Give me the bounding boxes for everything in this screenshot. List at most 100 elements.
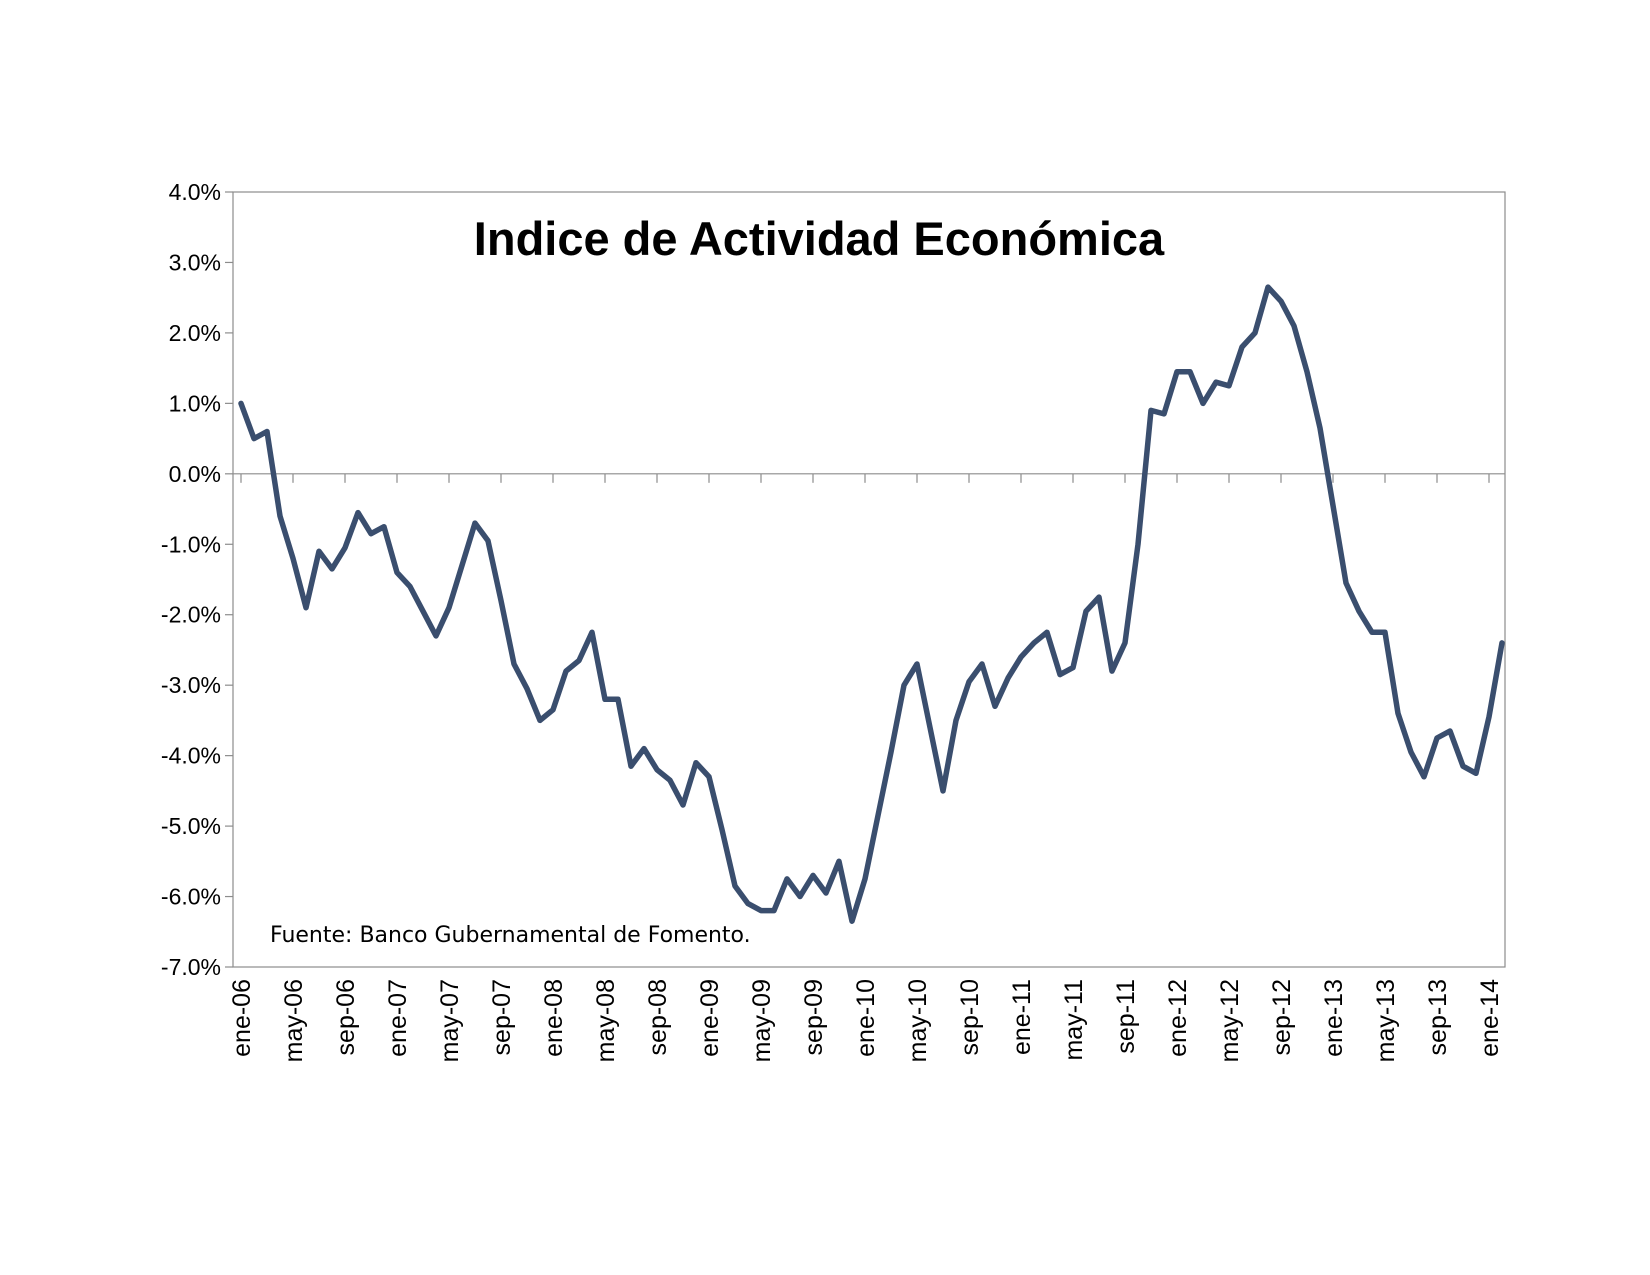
x-tick-label: may-08 [592, 979, 620, 1062]
data-point [1083, 609, 1089, 614]
data-point [979, 661, 985, 667]
data-point [485, 538, 491, 543]
data-point [1135, 542, 1141, 547]
data-point [654, 767, 660, 772]
source-note: Fuente: Banco Gubernamental de Fomento. [270, 923, 751, 948]
data-point [589, 630, 595, 635]
data-point [1473, 771, 1479, 776]
data-point [914, 661, 920, 667]
x-tick-label: may-13 [1372, 979, 1400, 1062]
data-point [1005, 675, 1011, 681]
data-point [1226, 383, 1232, 388]
x-tick-label: may-07 [436, 979, 464, 1062]
data-point [459, 563, 465, 568]
data-point [966, 679, 972, 684]
data-point [238, 401, 244, 406]
data-point [628, 764, 634, 769]
data-point [784, 876, 790, 882]
x-tick-label: sep-09 [800, 979, 828, 1055]
data-point [472, 520, 478, 526]
y-tick-label: 2.0% [169, 320, 221, 346]
data-point [758, 908, 764, 913]
data-point [888, 749, 894, 755]
data-point [511, 661, 517, 667]
data-point [368, 531, 374, 536]
data-point [394, 570, 400, 575]
data-point [1408, 749, 1414, 755]
data-point [446, 605, 452, 610]
x-tick-label: sep-13 [1424, 979, 1452, 1055]
x-tick-label: ene-08 [540, 979, 568, 1057]
x-tick-label: ene-09 [696, 979, 724, 1057]
data-point [667, 778, 673, 783]
y-axis: 4.0% 3.0% 2.0% 1.0% 0.0% -1.0% -2.0% -3.0% -4.0%… [161, 179, 233, 980]
x-tick-label: sep-07 [488, 979, 516, 1055]
y-tick-label: -1.0% [161, 531, 221, 557]
data-point [1369, 630, 1375, 635]
data-point [303, 605, 309, 610]
data-point [524, 686, 530, 691]
y-tick-label: -4.0% [161, 743, 221, 769]
data-point [849, 919, 855, 924]
data-point [1018, 654, 1024, 660]
data-point [1239, 344, 1245, 350]
data-point [1213, 380, 1219, 385]
data-point [1070, 665, 1076, 670]
data-point [1460, 764, 1466, 769]
data-point [251, 436, 257, 441]
y-tick-label: -3.0% [161, 672, 221, 698]
data-point [992, 704, 998, 709]
x-tick-label: sep-08 [644, 979, 672, 1055]
data-point [342, 545, 348, 550]
x-tick-label: sep-06 [332, 979, 360, 1055]
y-tick-label: 4.0% [169, 179, 221, 205]
data-point [329, 566, 335, 572]
data-point [290, 556, 296, 561]
data-point [1278, 299, 1284, 304]
data-point [1122, 640, 1128, 646]
data-point [1096, 594, 1102, 600]
data-point [1200, 401, 1206, 406]
data-point [810, 873, 816, 878]
data-point [537, 718, 543, 723]
data-point [797, 894, 803, 899]
data-point [823, 890, 829, 896]
x-tick-label: may-12 [1216, 979, 1244, 1062]
data-point [563, 668, 569, 674]
data-point [953, 718, 959, 723]
data-point [277, 513, 283, 519]
data-point [1447, 728, 1453, 734]
data-point [1057, 672, 1063, 677]
data-point [1161, 411, 1167, 417]
data-point [550, 707, 556, 713]
data-point [1265, 284, 1271, 290]
x-tick-label: may-09 [748, 979, 776, 1062]
y-tick-label: -2.0% [161, 602, 221, 628]
x-tick-label: ene-11 [1008, 979, 1036, 1055]
x-tick-label: may-10 [904, 979, 932, 1062]
y-tick-label: 1.0% [169, 390, 221, 416]
data-point [602, 697, 608, 702]
x-tick-label: may-11 [1060, 979, 1088, 1061]
x-tick-label: may-06 [280, 979, 308, 1062]
data-point [771, 908, 777, 913]
data-point [1109, 668, 1115, 674]
x-tick-label: sep-12 [1268, 979, 1296, 1055]
chart-title: Indice de Actividad Económica [474, 212, 1165, 265]
data-point [732, 883, 738, 889]
data-point [498, 598, 504, 603]
data-point [1187, 369, 1193, 374]
data-point [1356, 609, 1362, 614]
x-tick-label: ene-07 [384, 979, 412, 1057]
data-point [1499, 640, 1505, 646]
data-point [433, 633, 439, 639]
data-point [901, 682, 907, 688]
data-point [745, 901, 751, 906]
data-point [680, 802, 686, 808]
x-tick-label: ene-13 [1320, 979, 1348, 1057]
data-point [1382, 630, 1388, 635]
data-point [1174, 369, 1180, 374]
data-point [836, 859, 842, 864]
x-tick-label: ene-06 [228, 979, 256, 1057]
x-tick-label: ene-14 [1476, 979, 1504, 1057]
